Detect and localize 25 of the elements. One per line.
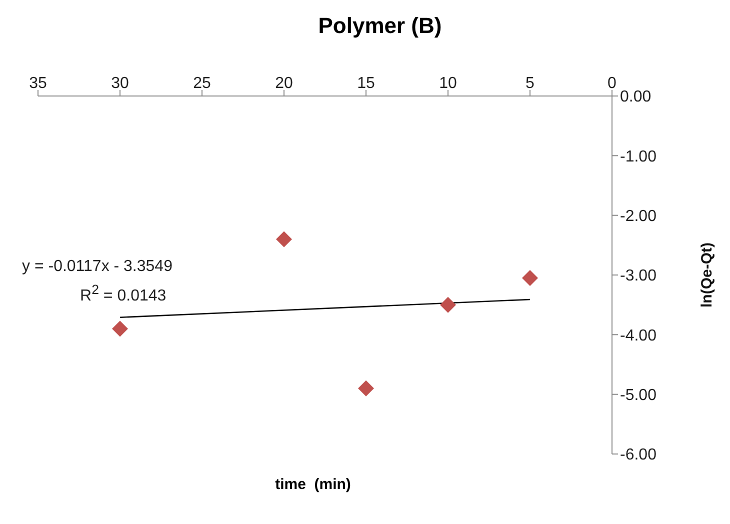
x-tick-label: 30 <box>111 75 129 92</box>
point <box>440 296 456 313</box>
point <box>358 380 374 396</box>
y-tick-label: 0.00 <box>620 88 652 106</box>
y-tick-label: -5.00 <box>620 387 657 404</box>
y-tick-label: -6.00 <box>620 446 657 464</box>
y-axis-title: ln(Qe-Qt) <box>698 242 716 308</box>
x-tick-label: 25 <box>193 75 211 92</box>
x-tick-label: 5 <box>526 75 535 92</box>
x-axis-title: time (min) <box>274 476 352 493</box>
chart-title: Polymer (B) <box>317 12 443 40</box>
annotation: y = -0.0117x - 3.3549 <box>22 258 172 276</box>
y-tick-label: -1.00 <box>620 148 657 166</box>
x-tick-label: 20 <box>275 75 293 92</box>
x-tick-label: 0 <box>608 75 617 92</box>
x-tick-label: 15 <box>357 75 375 92</box>
x-tick-label: 10 <box>439 75 457 92</box>
point <box>276 231 292 248</box>
annotation: R$^{2}$ = 0.0143 <box>80 282 166 306</box>
point <box>112 320 128 337</box>
y-tick-label: -4.00 <box>620 327 657 344</box>
y-tick-label: -3.00 <box>620 268 657 285</box>
x-tick-label: 35 <box>29 75 47 92</box>
y-tick-label: -2.00 <box>620 208 657 226</box>
point <box>522 270 538 286</box>
